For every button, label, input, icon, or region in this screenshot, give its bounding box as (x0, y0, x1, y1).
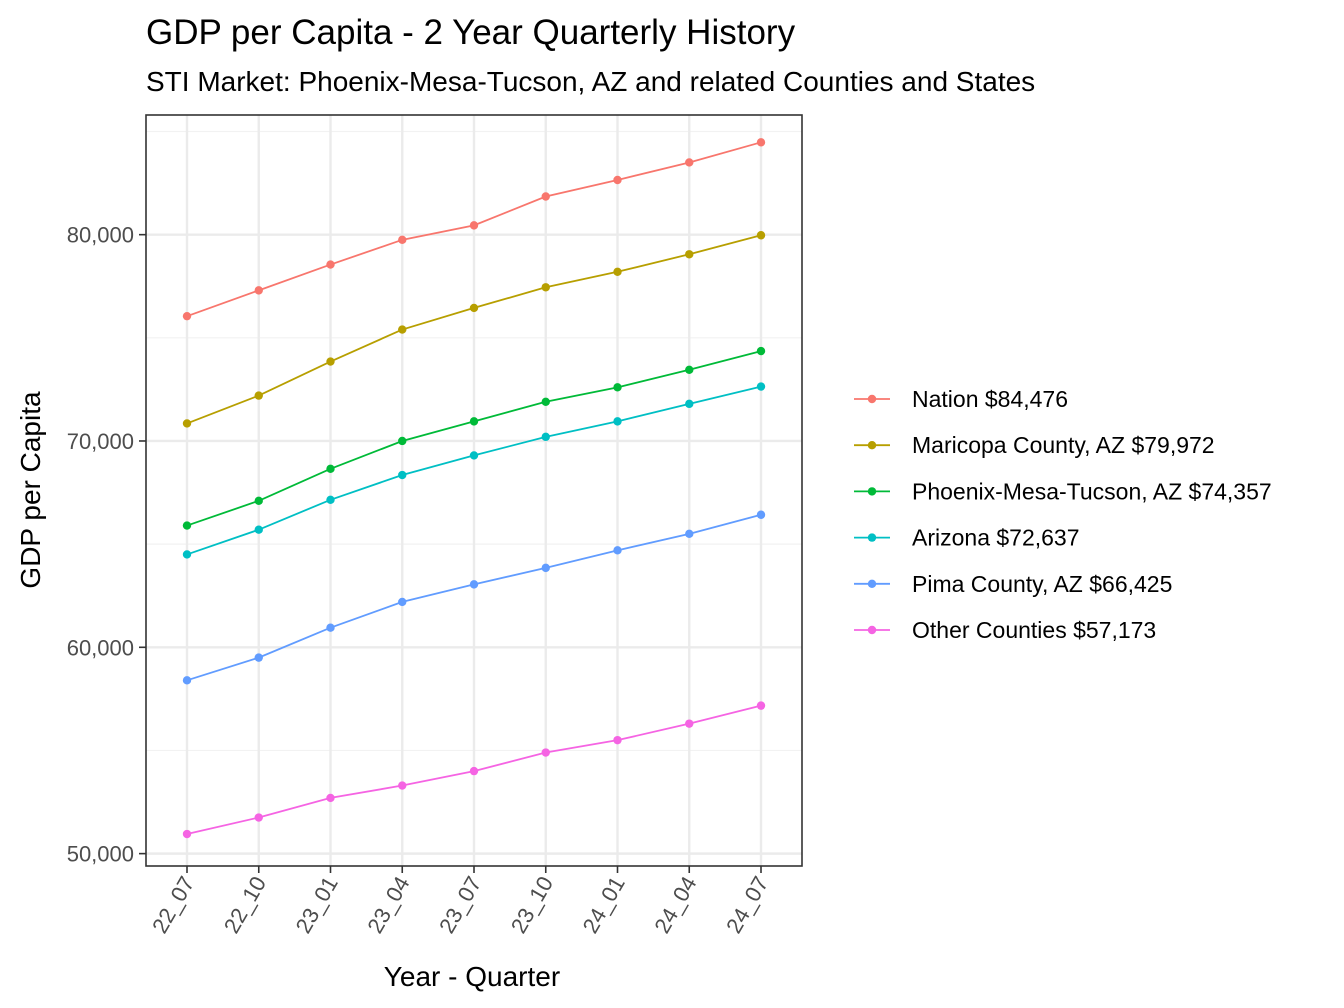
data-point (326, 260, 335, 269)
x-tick-label: 23_10 (506, 872, 558, 937)
legend-item: Nation $84,476 (854, 386, 1068, 412)
data-point (613, 546, 622, 555)
data-point (541, 397, 550, 406)
data-point (685, 529, 694, 539)
data-point (254, 813, 263, 822)
x-tick-label: 24_04 (649, 872, 701, 937)
data-point (254, 286, 263, 295)
data-point (398, 325, 407, 334)
data-point (756, 231, 766, 240)
series-group (182, 701, 766, 839)
data-point (756, 510, 766, 519)
x-tick-label: 24_07 (721, 872, 773, 937)
data-point (756, 346, 766, 356)
grid-lines (146, 115, 802, 866)
series-group (182, 510, 766, 685)
y-tick-label: 70,000 (67, 429, 134, 454)
data-point (756, 382, 766, 391)
data-point (326, 793, 335, 803)
data-point (326, 623, 335, 632)
data-point (541, 432, 550, 442)
series-group (182, 138, 766, 321)
legend-key-point (867, 487, 877, 496)
data-point (613, 735, 622, 745)
data-point (182, 676, 192, 685)
legend-key-point (867, 441, 877, 450)
legend-label: Pima County, AZ $66,425 (912, 571, 1172, 597)
legend-item: Arizona $72,637 (854, 525, 1080, 551)
x-axis-title: Year - Quarter (384, 961, 560, 992)
y-tick-label: 80,000 (67, 223, 134, 248)
data-point (613, 175, 622, 185)
data-point (398, 470, 407, 480)
data-point (685, 250, 694, 259)
legend-key-point (867, 394, 877, 404)
y-tick-label: 50,000 (67, 842, 134, 867)
legend-item: Maricopa County, AZ $79,972 (854, 432, 1215, 458)
data-point (398, 781, 407, 790)
series-lines (182, 138, 766, 839)
x-tick-label: 23_04 (362, 872, 414, 937)
legend-label: Arizona $72,637 (912, 525, 1080, 551)
data-point (469, 451, 479, 460)
legend: Nation $84,476 Maricopa County, AZ $79,97… (854, 386, 1272, 643)
legend-item: Pima County, AZ $66,425 (854, 571, 1172, 597)
data-point (756, 701, 766, 710)
legend-label: Phoenix-Mesa-Tucson, AZ $74,357 (912, 478, 1272, 504)
data-point (182, 829, 192, 839)
data-point (685, 399, 694, 409)
data-point (254, 525, 263, 534)
data-point (541, 283, 550, 292)
legend-key-point (867, 533, 877, 542)
data-point (469, 766, 479, 776)
y-axis-title: GDP per Capita (15, 391, 46, 589)
data-point (254, 391, 263, 400)
x-tick-label: 22_07 (147, 872, 199, 937)
x-tick-label: 22_10 (219, 872, 271, 937)
y-tick-label: 60,000 (67, 635, 134, 660)
data-point (326, 464, 335, 474)
data-point (182, 521, 192, 530)
series-group (182, 231, 766, 428)
data-point (398, 436, 407, 446)
data-point (182, 419, 192, 428)
data-point (541, 192, 550, 201)
data-point (613, 267, 622, 277)
legend-label: Maricopa County, AZ $79,972 (912, 432, 1215, 458)
data-point (326, 357, 335, 366)
data-point (182, 311, 192, 321)
data-point (685, 158, 694, 167)
legend-label: Other Counties $57,173 (912, 617, 1156, 643)
legend-key-point (867, 625, 877, 635)
data-point (254, 653, 263, 662)
data-point (685, 365, 694, 375)
data-point (469, 303, 479, 313)
data-point (541, 748, 550, 757)
data-point (398, 597, 407, 607)
data-point (398, 235, 407, 245)
legend-item: Phoenix-Mesa-Tucson, AZ $74,357 (854, 478, 1272, 504)
series-group (182, 382, 766, 559)
chart-title: GDP per Capita - 2 Year Quarterly Histor… (146, 13, 796, 52)
data-point (541, 563, 550, 573)
data-point (254, 496, 263, 506)
data-point (685, 719, 694, 728)
chart-subtitle: STI Market: Phoenix-Mesa-Tucson, AZ and … (146, 66, 1035, 97)
data-point (326, 495, 335, 504)
legend-label: Nation $84,476 (912, 386, 1068, 412)
data-point (182, 550, 192, 559)
data-point (613, 417, 622, 426)
x-tick-label: 23_07 (434, 872, 486, 937)
data-point (756, 138, 766, 147)
data-point (613, 383, 622, 392)
legend-item: Other Counties $57,173 (854, 617, 1156, 643)
data-point (469, 417, 479, 426)
x-tick-label: 24_01 (578, 872, 630, 937)
data-point (469, 580, 479, 589)
x-tick-label: 23_01 (291, 872, 343, 937)
series-group (182, 346, 766, 530)
data-point (469, 221, 479, 230)
legend-key-point (867, 579, 877, 588)
